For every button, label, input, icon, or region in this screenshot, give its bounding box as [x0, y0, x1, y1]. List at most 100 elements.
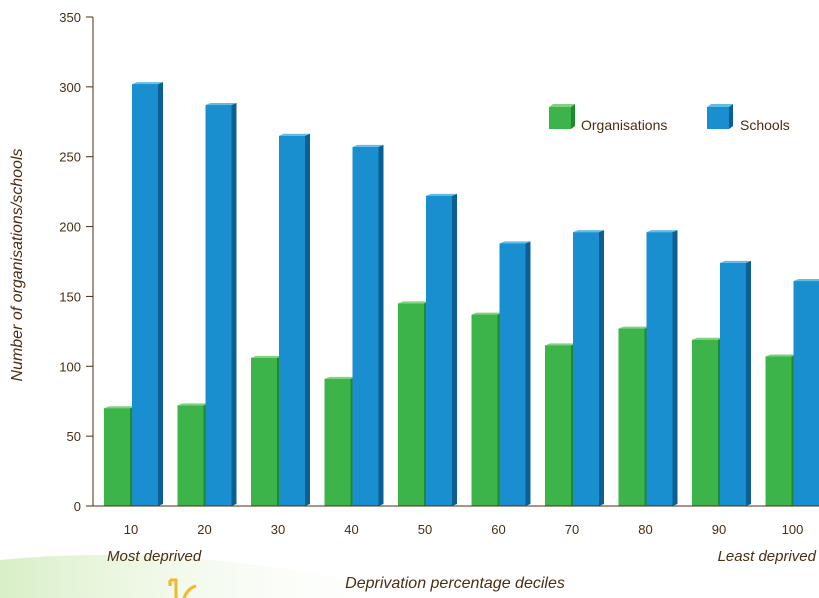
bar-top: [720, 260, 751, 263]
bar-front: [765, 356, 792, 506]
bar-top: [471, 312, 503, 315]
bar-top: [104, 406, 135, 409]
bar-front: [132, 84, 158, 506]
bar-organisations-60: [471, 312, 503, 506]
bar-schools-20: [205, 103, 237, 507]
bar-top: [499, 241, 531, 244]
bar-schools-10: [132, 82, 163, 506]
bar-top: [692, 337, 723, 340]
bar-top: [398, 301, 429, 304]
bar-top: [793, 279, 819, 282]
bar-front: [352, 146, 379, 507]
bar-organisations-80: [618, 326, 650, 506]
bar-organisations-100: [765, 354, 797, 506]
bar-organisations-10: [104, 406, 135, 506]
bar-top: [618, 326, 650, 329]
legend: Organisations Schools: [549, 104, 790, 133]
x-tick-label: 100: [782, 522, 804, 537]
bar-front: [720, 262, 746, 506]
y-tick-label: 0: [74, 499, 81, 514]
bar-top: [765, 354, 797, 357]
legend-swatch-schools: [707, 104, 733, 129]
bar-side: [305, 133, 310, 506]
bar-organisations-20: [177, 403, 209, 506]
decorative-figure-icon: [168, 578, 197, 598]
bar-front: [177, 405, 204, 506]
bar-organisations-50: [398, 301, 429, 506]
y-tick-label: 200: [59, 220, 81, 235]
x-tick-label: 70: [565, 522, 579, 537]
bar-front: [618, 328, 645, 506]
bar-side: [158, 82, 163, 506]
bar-front: [471, 314, 498, 506]
x-tick-label: 20: [197, 522, 211, 537]
bar-front: [646, 232, 673, 506]
x-axis: 10 20 30 40 50 60 70 80 90 100: [93, 505, 819, 537]
bar-front: [324, 378, 351, 506]
bar-top: [646, 230, 678, 233]
most-deprived-note: Most deprived: [107, 548, 202, 565]
bar-schools-70: [573, 230, 604, 506]
x-tick-label: 30: [271, 522, 285, 537]
y-tick-label: 100: [59, 359, 81, 374]
bar-top: [279, 133, 310, 136]
legend-swatch-organisations: [549, 104, 575, 129]
x-tick-label: 60: [491, 522, 505, 537]
y-tick-label: 50: [67, 429, 81, 444]
bar-schools-50: [426, 193, 457, 506]
x-tick-label: 40: [344, 522, 358, 537]
bar-organisations-70: [545, 343, 576, 506]
bar-side: [452, 193, 457, 506]
bar-side: [378, 144, 384, 507]
x-tick-label: 10: [124, 522, 138, 537]
bar-schools-30: [279, 133, 310, 506]
bars-group: [104, 82, 819, 507]
bar-front: [692, 339, 718, 506]
bar-top: [132, 82, 163, 85]
bar-top: [324, 376, 356, 379]
bar-front: [426, 195, 452, 506]
bar-side: [746, 260, 751, 506]
bar-front: [251, 357, 277, 506]
bar-schools-100: [793, 279, 819, 506]
bar-side: [231, 103, 237, 507]
bar-front: [398, 303, 424, 506]
bar-front: [793, 281, 819, 506]
x-tick-label: 80: [638, 522, 652, 537]
y-tick-label: 300: [59, 80, 81, 95]
bar-schools-90: [720, 260, 751, 506]
bar-schools-60: [499, 241, 531, 506]
least-deprived-note: Least deprived: [718, 548, 817, 565]
bar-top: [251, 355, 282, 358]
x-axis-title: Deprivation percentage deciles: [345, 575, 565, 592]
bar-organisations-40: [324, 376, 356, 506]
bar-front: [205, 105, 232, 507]
x-tick-label: 90: [712, 522, 726, 537]
y-tick-label: 250: [59, 150, 81, 165]
bar-side: [599, 230, 604, 506]
bar-front: [104, 408, 130, 506]
bar-top: [352, 144, 384, 147]
bar-schools-40: [352, 144, 384, 507]
bar-side: [525, 241, 531, 506]
y-tick-label: 150: [59, 289, 81, 304]
bar-schools-80: [646, 230, 678, 506]
legend-label-organisations: Organisations: [581, 117, 667, 133]
x-tick-label: 50: [418, 522, 432, 537]
bar-organisations-90: [692, 337, 723, 506]
y-axis-title: Number of organisations/schools: [9, 148, 26, 381]
y-axis: 0 50 100 150 200 250 300 350: [59, 10, 94, 514]
background-swoosh: [0, 554, 430, 598]
bar-front: [545, 345, 571, 506]
bar-top: [177, 403, 209, 406]
y-tick-label: 350: [59, 10, 81, 25]
legend-label-schools: Schools: [740, 117, 790, 133]
bar-front: [573, 232, 599, 506]
bar-organisations-30: [251, 355, 282, 506]
bar-side: [672, 230, 678, 506]
bar-front: [499, 243, 526, 506]
bar-top: [205, 103, 237, 106]
bar-top: [573, 230, 604, 233]
